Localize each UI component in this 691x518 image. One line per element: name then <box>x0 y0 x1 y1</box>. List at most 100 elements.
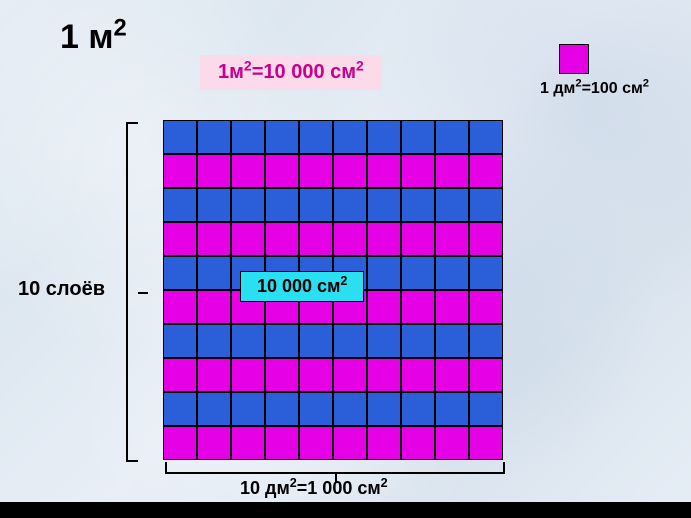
grid-cell <box>231 120 265 154</box>
grid-cell <box>231 154 265 188</box>
grid-cell <box>197 120 231 154</box>
grid-cell <box>163 290 197 324</box>
grid-cell <box>435 426 469 460</box>
grid-cell <box>231 222 265 256</box>
grid-cell <box>197 358 231 392</box>
grid-cell <box>435 188 469 222</box>
legend-pre: 1 дм <box>540 80 575 97</box>
grid-cell <box>367 120 401 154</box>
bottom-label: 10 дм2=1 000 см2 <box>240 478 388 499</box>
legend-mid: =100 см <box>582 80 643 97</box>
grid-cell <box>265 392 299 426</box>
bottom-sup2: 2 <box>381 476 388 490</box>
grid-cell <box>367 290 401 324</box>
grid-cell <box>401 256 435 290</box>
grid-cell <box>163 188 197 222</box>
grid-cell <box>299 154 333 188</box>
grid-cell <box>367 358 401 392</box>
grid-cell <box>163 256 197 290</box>
grid-cell <box>401 222 435 256</box>
grid-cell <box>265 358 299 392</box>
vertical-bracket <box>126 122 138 462</box>
grid-cell <box>469 120 503 154</box>
grid-cell <box>469 290 503 324</box>
grid-cell <box>401 392 435 426</box>
grid-cell <box>163 222 197 256</box>
grid-cell <box>469 188 503 222</box>
side-label: 10 слоёв <box>18 278 105 301</box>
grid-cell <box>197 256 231 290</box>
grid-cell <box>299 120 333 154</box>
grid-cell <box>469 222 503 256</box>
grid-cell <box>231 358 265 392</box>
grid-cell <box>333 188 367 222</box>
bottom-sup1: 2 <box>290 476 297 490</box>
grid-cell <box>367 392 401 426</box>
grid-cell <box>265 426 299 460</box>
bottom-pre: 10 дм <box>240 478 290 498</box>
grid-cell <box>231 188 265 222</box>
grid-cell <box>163 426 197 460</box>
grid-cell <box>401 426 435 460</box>
center-badge-pre: 10 000 см <box>257 276 340 296</box>
legend-label: 1 дм2=100 см2 <box>540 80 649 98</box>
grid-cell <box>265 188 299 222</box>
horizontal-bracket <box>165 462 505 474</box>
grid-cell <box>367 426 401 460</box>
title-sup: 2 <box>114 15 127 42</box>
top-formula-sup2: 2 <box>356 57 364 73</box>
grid-cell <box>299 392 333 426</box>
grid-cell <box>469 426 503 460</box>
grid-cell <box>197 290 231 324</box>
center-badge-sup: 2 <box>340 274 347 288</box>
grid-cell <box>197 426 231 460</box>
grid-cell <box>333 324 367 358</box>
grid-cell <box>367 324 401 358</box>
grid-cell <box>197 392 231 426</box>
grid-cell <box>333 358 367 392</box>
grid-cell <box>469 324 503 358</box>
grid-cell <box>333 154 367 188</box>
grid-cell <box>163 324 197 358</box>
grid-cell <box>333 120 367 154</box>
grid-cell <box>435 120 469 154</box>
grid-cell <box>299 358 333 392</box>
grid-cell <box>265 222 299 256</box>
grid-cell <box>299 188 333 222</box>
grid-cell <box>163 120 197 154</box>
legend-sup2: 2 <box>643 78 649 90</box>
grid-cell <box>401 154 435 188</box>
grid-cell <box>163 154 197 188</box>
grid-cell <box>469 154 503 188</box>
top-formula-box: 1м2=10 000 см2 <box>200 55 382 90</box>
grid-cell <box>401 120 435 154</box>
grid-cell <box>197 222 231 256</box>
grid-cell <box>401 290 435 324</box>
grid-cell <box>401 358 435 392</box>
grid-cell <box>401 324 435 358</box>
grid-cell <box>299 222 333 256</box>
grid-cell <box>231 426 265 460</box>
grid-cell <box>197 324 231 358</box>
bottom-mid: =1 000 см <box>297 478 381 498</box>
grid-cell <box>435 358 469 392</box>
grid-cell <box>265 120 299 154</box>
grid-cell <box>299 324 333 358</box>
page-title: 1 м2 <box>60 18 127 57</box>
grid-cell <box>367 188 401 222</box>
grid-cell <box>197 188 231 222</box>
grid-cell <box>163 358 197 392</box>
grid-cell <box>163 392 197 426</box>
top-formula-pre: 1м <box>218 61 244 83</box>
grid-cell <box>231 392 265 426</box>
grid-cell <box>333 392 367 426</box>
grid-cell <box>367 222 401 256</box>
bottom-black-strip <box>0 502 691 518</box>
top-formula-mid: =10 000 см <box>252 61 356 83</box>
grid-cell <box>333 426 367 460</box>
grid-cell <box>435 154 469 188</box>
grid-cell <box>231 324 265 358</box>
center-badge: 10 000 см2 <box>240 271 364 302</box>
grid-cell <box>435 222 469 256</box>
grid-cell <box>469 392 503 426</box>
